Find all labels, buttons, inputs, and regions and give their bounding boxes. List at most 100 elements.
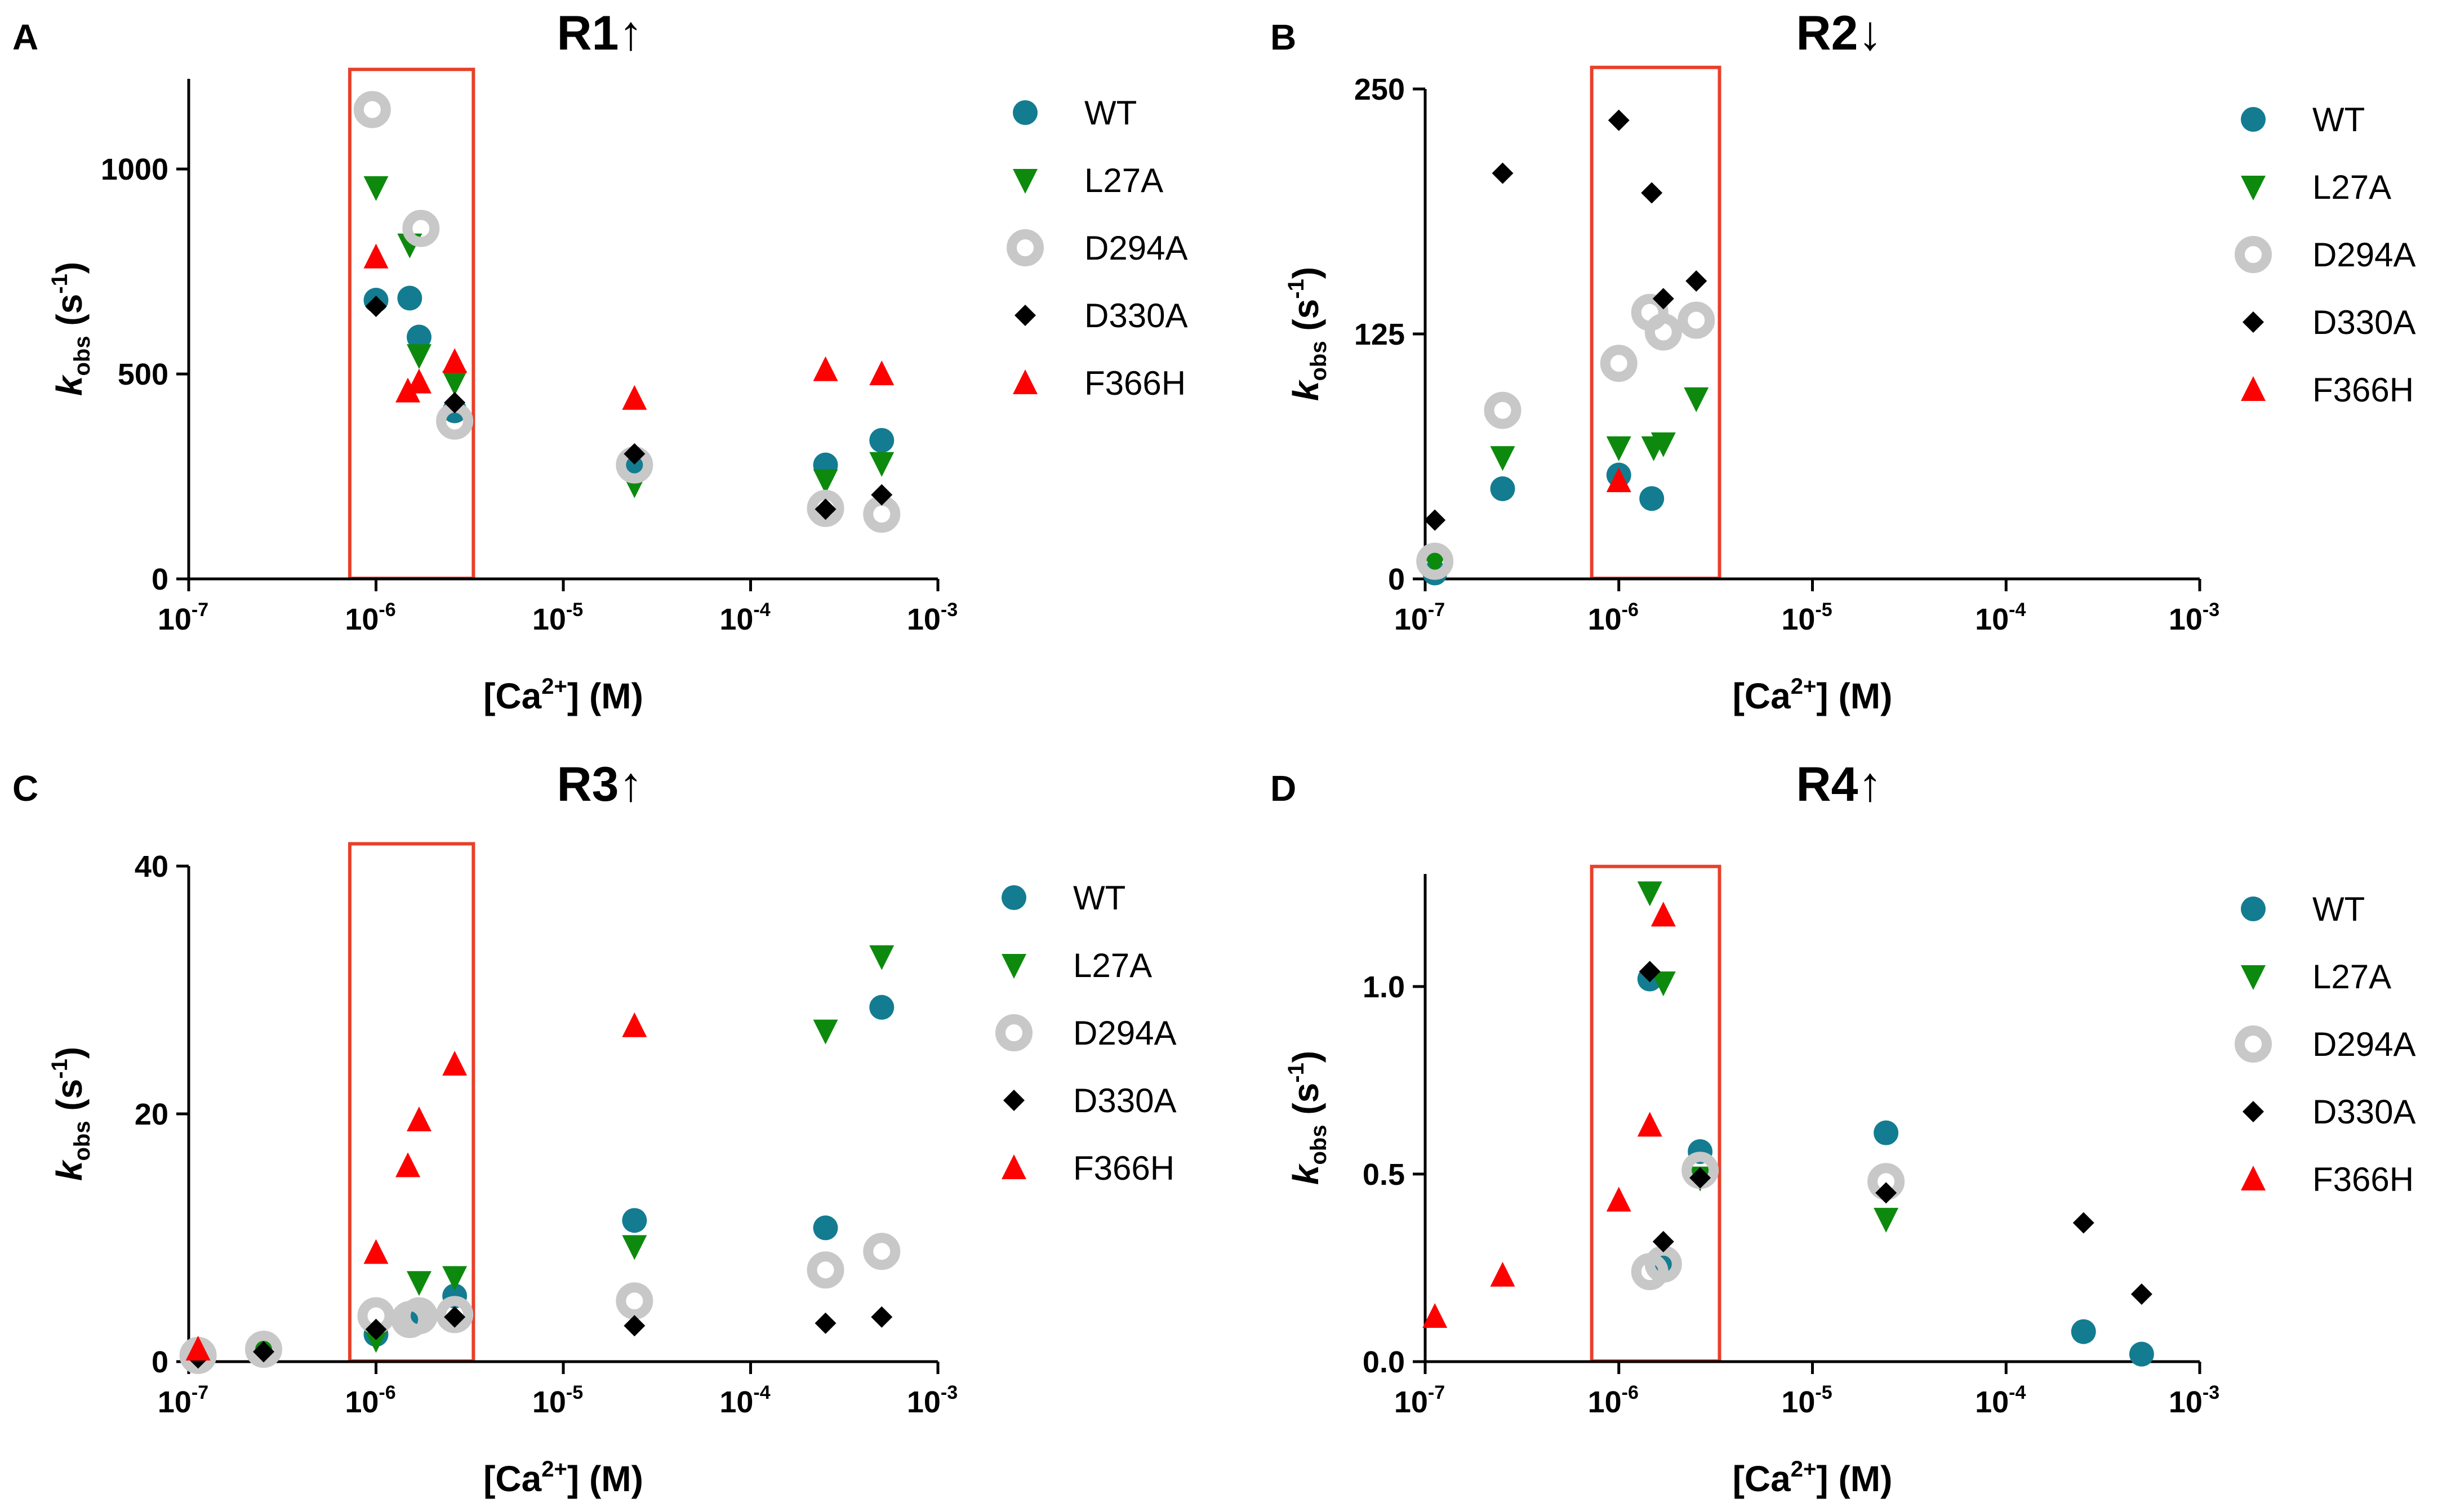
y-tick-label: 0 xyxy=(152,1345,168,1379)
y-tick-label: 40 xyxy=(135,850,168,884)
data-point xyxy=(1492,162,1514,184)
data-point xyxy=(1652,288,1674,310)
data-point xyxy=(622,1235,647,1260)
legend-label: D330A xyxy=(2312,1093,2415,1131)
x-axis-title: [Ca2+] (M) xyxy=(483,1457,643,1499)
legend-label: F366H xyxy=(1073,1149,1174,1187)
series-wt xyxy=(185,994,895,1370)
x-tick-label: 10-6 xyxy=(1588,599,1639,636)
data-point xyxy=(622,1012,647,1037)
legend-marker xyxy=(1002,1154,1026,1179)
data-point xyxy=(402,209,440,247)
data-point xyxy=(1606,1187,1631,1212)
data-point xyxy=(1490,476,1515,501)
data-point xyxy=(444,392,466,414)
legend-label: D330A xyxy=(2312,304,2415,341)
data-point xyxy=(1639,961,1661,983)
data-point xyxy=(353,91,391,128)
x-tick-label: 10-3 xyxy=(2169,1382,2219,1419)
data-point xyxy=(442,371,468,396)
y-tick-label: 0 xyxy=(1388,563,1405,596)
data-point xyxy=(363,176,389,201)
y-tick-label: 1000 xyxy=(101,153,168,186)
legend-label: L27A xyxy=(1073,947,1152,984)
x-tick-label: 10-4 xyxy=(719,1382,770,1419)
data-point xyxy=(444,1306,466,1328)
x-tick-label: 10-3 xyxy=(2169,599,2219,636)
data-point xyxy=(813,1215,838,1241)
panel-letter: B xyxy=(1270,17,1296,57)
data-point xyxy=(813,356,838,381)
data-point xyxy=(869,452,895,477)
legend-label: L27A xyxy=(2312,168,2391,206)
data-point xyxy=(1650,432,1676,457)
data-point xyxy=(442,1266,468,1291)
data-point xyxy=(1422,1303,1448,1328)
data-point xyxy=(363,1328,389,1353)
data-point xyxy=(363,243,389,269)
y-tick-label: 0.0 xyxy=(1363,1345,1405,1379)
x-tick-label: 10-3 xyxy=(907,1382,958,1419)
data-point xyxy=(869,360,895,386)
legend-label: D294A xyxy=(2312,1025,2415,1063)
panel-letter: D xyxy=(1270,768,1296,809)
data-point xyxy=(863,1233,901,1270)
legend-marker xyxy=(2235,1025,2272,1063)
legend-marker xyxy=(1013,369,1038,394)
legend-marker xyxy=(2243,311,2264,333)
panel-d: D R4↑ 0.0 0.5 1.0 10-7 10-6 10-5 10-4 10-3 [Ca2+] … xyxy=(1270,757,2415,1499)
data-point xyxy=(624,443,646,465)
data-point xyxy=(363,1239,389,1264)
data-point xyxy=(442,348,468,373)
x-tick-label: 10-4 xyxy=(1975,1382,2026,1419)
data-point xyxy=(1652,1230,1674,1252)
data-point xyxy=(1637,881,1662,907)
legend-label: L27A xyxy=(2312,958,2391,996)
series-f366h xyxy=(1422,902,1676,1328)
series-f366h xyxy=(363,243,895,410)
data-point xyxy=(1641,182,1663,204)
data-point xyxy=(622,385,647,410)
x-tick-label: 10-7 xyxy=(158,599,208,636)
data-point xyxy=(2129,1341,2154,1367)
data-point xyxy=(1424,509,1446,531)
data-point xyxy=(400,1297,438,1335)
series-l27a xyxy=(185,945,895,1371)
data-point xyxy=(813,469,838,494)
legend-label: D294A xyxy=(1073,1014,1176,1052)
x-tick-label: 10-6 xyxy=(345,1382,395,1419)
data-point xyxy=(871,1306,893,1328)
data-point xyxy=(1416,542,1454,580)
legend-label: D330A xyxy=(1084,297,1187,334)
legend-marker xyxy=(2241,897,2266,921)
panel-title: R4↑ xyxy=(1796,757,1883,811)
data-point xyxy=(406,344,431,369)
data-point xyxy=(1484,391,1521,429)
data-point xyxy=(395,377,421,403)
x-tick-label: 10-7 xyxy=(1394,599,1445,636)
legend-marker xyxy=(1002,954,1026,979)
x-tick-label: 10-6 xyxy=(345,599,395,636)
series-l27a xyxy=(1422,387,1709,577)
y-tick-label: 125 xyxy=(1354,318,1405,351)
data-point xyxy=(1422,552,1448,577)
highlight-box xyxy=(348,68,475,580)
series-d330a xyxy=(1424,109,1707,531)
data-point xyxy=(406,324,431,350)
y-axis-title: kobs (s-1) xyxy=(1284,1051,1331,1185)
y-tick-label: 0.5 xyxy=(1363,1158,1405,1192)
data-point xyxy=(807,1251,844,1289)
legend-marker xyxy=(2241,107,2266,132)
series-d294a xyxy=(1416,293,1715,580)
legend: WT L27A D294A D330A F366H xyxy=(1007,94,1187,402)
legend-label: F366H xyxy=(2312,371,2414,409)
x-tick-label: 10-5 xyxy=(1781,599,1832,636)
series-d294a xyxy=(1631,1152,1905,1291)
legend-marker xyxy=(1003,1090,1025,1111)
legend-marker xyxy=(2241,376,2266,401)
data-point xyxy=(1874,1207,1899,1233)
data-point xyxy=(395,1152,421,1178)
panel-letter: A xyxy=(12,17,38,57)
y-axis-title: kobs (s-1) xyxy=(1284,267,1331,401)
data-point xyxy=(815,1312,837,1334)
